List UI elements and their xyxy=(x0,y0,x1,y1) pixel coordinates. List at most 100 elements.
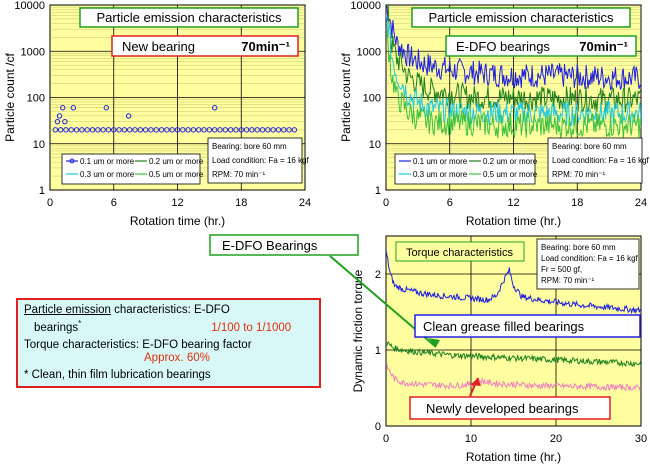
summary-ratio: 1/100 to 1/1000 xyxy=(211,321,292,334)
data-point xyxy=(249,127,255,133)
data-point xyxy=(153,127,159,133)
legend-entry: 0.1 um or more xyxy=(413,157,468,166)
series-layer xyxy=(386,5,641,139)
x-axis-label: Rotation time (hr.) xyxy=(466,214,561,228)
data-point xyxy=(243,127,250,133)
data-point xyxy=(185,127,191,133)
data-point xyxy=(62,118,68,125)
data-point xyxy=(148,127,154,133)
condition-text: RPM: 70 min⁻¹ xyxy=(552,170,605,179)
data-point xyxy=(196,127,202,133)
data-point xyxy=(190,127,197,133)
condition-text: RPM: 70 min⁻¹ xyxy=(541,276,594,285)
x-tick-label: 12 xyxy=(507,197,519,209)
x-tick-label: 6 xyxy=(111,197,117,209)
callout-new: Newly developed bearings xyxy=(409,377,611,420)
series-line-2 xyxy=(386,5,641,113)
data-point xyxy=(233,127,239,133)
legend-box xyxy=(394,153,536,185)
y-tick-label: 1 xyxy=(375,185,381,197)
legend-marker xyxy=(69,158,75,164)
y-tick-label: 10 xyxy=(33,139,45,151)
chart-subtitle-rpm: 70min⁻¹ xyxy=(241,39,290,54)
data-point xyxy=(121,127,128,133)
callout-edfo-label: E-DFO Bearings xyxy=(222,238,318,253)
torque-title-box xyxy=(395,241,525,262)
data-point xyxy=(222,127,229,133)
legend-entry: 0.5 um or more xyxy=(149,170,204,179)
data-point xyxy=(201,127,207,133)
data-point xyxy=(265,127,271,133)
data-point xyxy=(281,127,287,133)
data-point xyxy=(73,127,80,133)
summary-footnote: * Clean, thin film lubrication bearings xyxy=(24,368,211,381)
data-point xyxy=(137,127,144,133)
y-tick-label: 1000 xyxy=(21,46,45,58)
data-point xyxy=(275,127,282,133)
chart-subtitle-box xyxy=(445,35,637,57)
x-tick-label: 20 xyxy=(550,433,562,445)
data-point xyxy=(211,105,218,111)
legend-entry: 0.5 um or more xyxy=(483,170,538,179)
chart-edfo-bearings: 0 6 12 18 24 1 10 100 1000 10000 Rotation time (hr… xyxy=(339,0,650,228)
data-point xyxy=(227,127,234,133)
y-axis-label: Dynamic friction torque xyxy=(351,269,365,392)
legend-box xyxy=(61,153,201,185)
data-point xyxy=(68,127,74,133)
conditions-box xyxy=(207,137,303,184)
y-tick-label: 100 xyxy=(27,93,45,105)
callout-clean-label: Clean grease filled bearings xyxy=(423,319,585,334)
legend-entry: 0.2 um or more xyxy=(483,157,538,166)
data-point xyxy=(174,127,181,133)
y-axis-label: Particle count /cf xyxy=(339,52,353,141)
x-tick-label: 24 xyxy=(635,197,647,209)
chart-new-bearing: 0 6 12 18 24 1 10 100 1000 10000 Rotation time (hr… xyxy=(3,0,311,228)
y-tick-label: 100 xyxy=(363,93,381,105)
data-point xyxy=(84,127,90,133)
data-point xyxy=(169,127,175,133)
y-tick-label: 10 xyxy=(369,139,381,151)
data-point xyxy=(111,127,117,133)
data-point xyxy=(142,127,149,133)
torque-title: Torque characteristics xyxy=(406,247,513,259)
data-point xyxy=(254,127,260,133)
x-tick-label: 6 xyxy=(447,197,453,209)
y-tick-label: 1 xyxy=(39,185,45,197)
data-point xyxy=(238,127,244,133)
x-tick-label: 0 xyxy=(383,433,389,445)
condition-text: Fr = 500 gf, xyxy=(541,265,582,274)
data-point xyxy=(56,113,63,119)
chart-subtitle-box xyxy=(111,35,299,57)
data-point xyxy=(70,105,77,111)
data-point xyxy=(89,127,96,133)
condition-text: Bearing: bore 60 mm xyxy=(541,243,616,252)
condition-text: Load condition: Fa = 16 kgf xyxy=(212,156,310,165)
data-point xyxy=(95,127,101,133)
chart-subtitle: E-DFO bearings xyxy=(456,39,550,54)
data-point xyxy=(63,127,69,133)
chart-title-box xyxy=(79,7,299,28)
y-tick-label: 1000 xyxy=(357,46,381,58)
data-point xyxy=(52,127,59,133)
data-point xyxy=(79,127,85,133)
y-tick-label: 2 xyxy=(375,269,381,281)
chart-title: Particle emission characteristics xyxy=(429,10,614,25)
condition-text: Load condition: Fa = 16 kgf xyxy=(541,254,639,263)
y-tick-label: 10000 xyxy=(350,0,381,12)
x-tick-label: 12 xyxy=(171,197,183,209)
data-point xyxy=(180,127,186,133)
x-axis-label: Rotation time (hr.) xyxy=(466,450,561,464)
data-point xyxy=(116,127,122,133)
data-point xyxy=(211,127,218,133)
series-layer xyxy=(386,249,641,392)
chart-title: Particle emission characteristics xyxy=(97,10,282,25)
summary-approx: Approx. 60% xyxy=(144,351,210,364)
summary-bearings: bearings xyxy=(34,321,79,334)
summary-star: * xyxy=(78,319,82,328)
summary-particle-rest: characteristics: E-DFO xyxy=(110,304,230,316)
conditions-box xyxy=(536,238,640,290)
y-tick-label: 10000 xyxy=(14,0,45,12)
condition-text: Bearing: bore 60 mm xyxy=(212,142,287,151)
summary-particle-u: Particle emission xyxy=(24,304,111,316)
